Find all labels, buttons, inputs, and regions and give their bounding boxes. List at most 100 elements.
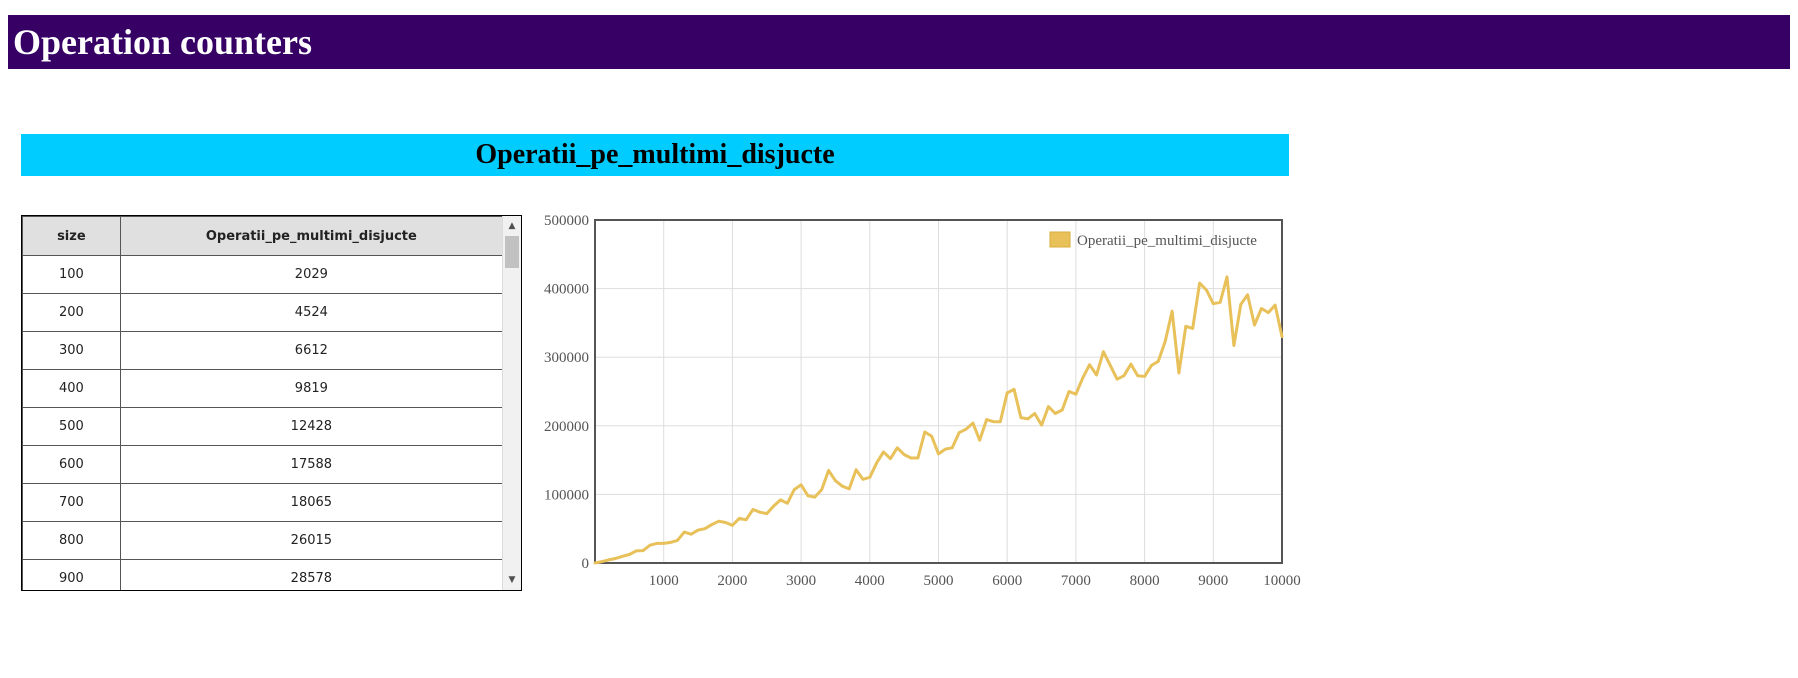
data-point — [1164, 340, 1166, 342]
data-point — [614, 557, 616, 559]
data-point — [731, 524, 733, 526]
data-point — [676, 539, 678, 541]
data-point — [827, 469, 829, 471]
table-row: 200 4524 — [22, 293, 504, 332]
data-point — [855, 469, 857, 471]
data-point — [1095, 374, 1097, 376]
data-point — [656, 542, 658, 544]
data-point — [766, 512, 768, 514]
table-cell-size: 500 — [22, 407, 121, 446]
data-point — [910, 457, 912, 459]
data-point — [1130, 363, 1132, 365]
data-point — [711, 523, 713, 525]
data-point — [635, 550, 637, 552]
data-point — [642, 549, 644, 551]
scrollbar-thumb[interactable] — [505, 236, 519, 268]
data-point — [1281, 335, 1283, 337]
table-row: 800 26015 — [22, 521, 504, 560]
data-point — [917, 457, 919, 459]
table-header-row: size Operatii_pe_multimi_disjucte — [22, 216, 504, 256]
data-point — [745, 519, 747, 521]
table-cell-value: 2029 — [119, 255, 504, 294]
data-point — [1260, 307, 1262, 309]
data-point — [992, 421, 994, 423]
table-cell-size: 600 — [22, 445, 121, 484]
table-cell-size: 900 — [22, 559, 121, 590]
series-line — [593, 275, 1284, 565]
table-cell-value: 17588 — [119, 445, 504, 484]
data-table-container[interactable]: size Operatii_pe_multimi_disjucte 100 202… — [21, 215, 522, 591]
data-point — [979, 439, 981, 441]
column-header-operations[interactable]: Operatii_pe_multimi_disjucte — [119, 216, 504, 256]
table-cell-size: 700 — [22, 483, 121, 522]
x-tick-label: 1000 — [649, 573, 679, 589]
data-point — [1219, 301, 1221, 303]
table-scrollbar[interactable]: ▲ ▼ — [502, 216, 521, 590]
data-point — [752, 508, 754, 510]
y-tick-label: 300000 — [544, 350, 589, 366]
table-cell-value: 28578 — [119, 559, 504, 590]
arrow-up-icon[interactable]: ▲ — [508, 221, 516, 231]
data-point — [1274, 304, 1276, 306]
data-point — [1178, 372, 1180, 374]
x-tick-label: 3000 — [786, 573, 816, 589]
data-point — [889, 458, 891, 460]
data-point — [924, 431, 926, 433]
data-point — [772, 505, 774, 507]
data-point — [821, 488, 823, 490]
data-point — [1233, 344, 1235, 346]
data-point — [718, 520, 720, 522]
data-point — [1123, 375, 1125, 377]
x-tick-label: 9000 — [1198, 573, 1228, 589]
x-tick-label: 8000 — [1130, 573, 1160, 589]
arrow-down-icon[interactable]: ▼ — [508, 575, 516, 585]
x-tick-label: 4000 — [855, 573, 885, 589]
section-title: Operatii_pe_multimi_disjucte — [475, 139, 835, 170]
legend-label: Operatii_pe_multimi_disjucte — [1077, 233, 1257, 249]
data-point — [1061, 409, 1063, 411]
data-point — [985, 418, 987, 420]
y-tick-label: 400000 — [544, 282, 589, 298]
column-header-size[interactable]: size — [22, 216, 121, 256]
data-point — [1198, 282, 1200, 284]
table-row: 900 28578 — [22, 559, 504, 590]
page-title: Operation counters — [13, 22, 312, 62]
y-tick-label: 200000 — [544, 419, 589, 435]
data-point — [601, 560, 603, 562]
data-point — [1013, 388, 1015, 390]
data-point — [1116, 378, 1118, 380]
data-point — [690, 533, 692, 535]
x-tick-label: 7000 — [1061, 573, 1091, 589]
data-point — [1082, 377, 1084, 379]
data-point — [951, 447, 953, 449]
table-row: 300 6612 — [22, 331, 504, 370]
data-point — [1068, 390, 1070, 392]
x-tick-label: 10000 — [1263, 573, 1301, 589]
data-point — [1054, 412, 1056, 414]
data-point — [903, 453, 905, 455]
line-chart: 1000 2000 3000 4000 5000 6000 7000 8000 9000 1000… — [544, 213, 1301, 589]
data-point — [1047, 405, 1049, 407]
data-point — [896, 447, 898, 449]
data-point — [1226, 276, 1228, 278]
y-tick-label: 100000 — [544, 487, 589, 503]
data-point — [608, 559, 610, 561]
data-point — [786, 502, 788, 504]
data-point — [800, 484, 802, 486]
table-row: 400 9819 — [22, 369, 504, 408]
data-point — [779, 499, 781, 501]
data-point — [1240, 303, 1242, 305]
data-point — [1246, 294, 1248, 296]
table-cell-value: 18065 — [119, 483, 504, 522]
data-point — [1157, 360, 1159, 362]
data-point — [834, 480, 836, 482]
x-tick-label: 6000 — [992, 573, 1022, 589]
data-point — [1102, 351, 1104, 353]
data-point — [793, 488, 795, 490]
table-cell-size: 800 — [22, 521, 121, 560]
data-point — [848, 488, 850, 490]
data-point — [669, 541, 671, 543]
table-cell-value: 12428 — [119, 407, 504, 446]
legend-swatch — [1049, 231, 1071, 248]
table-row: 500 12428 — [22, 407, 504, 446]
